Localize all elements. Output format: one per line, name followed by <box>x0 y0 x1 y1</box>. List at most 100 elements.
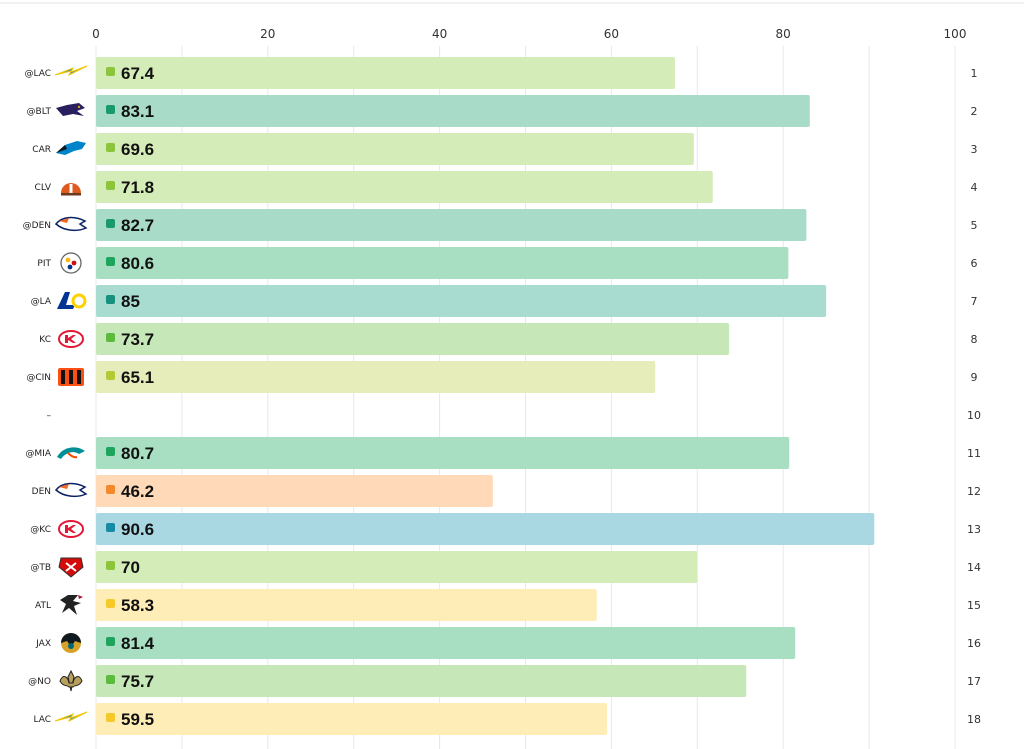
bar <box>96 589 597 621</box>
grade-marker <box>106 219 115 228</box>
saints-icon <box>59 669 83 692</box>
bar-rows: 1 @LAC 67.4 2 @BLT 83.1 3 CAR 69.6 4 CLV 71.8 5 @DEN 8… <box>23 57 981 735</box>
week-number: 8 <box>971 333 978 346</box>
week-number: 17 <box>967 675 981 688</box>
week-number: 5 <box>971 219 978 232</box>
grade-marker <box>106 371 115 380</box>
x-tick-label: 40 <box>432 27 447 41</box>
chargers-bolt-icon <box>54 65 88 77</box>
grade-marker <box>106 485 115 494</box>
bar <box>96 475 493 507</box>
value-label: 69.6 <box>121 140 154 159</box>
broncos-icon <box>54 482 88 498</box>
jaguars-icon <box>61 633 81 653</box>
week-row: 14 @TB 70 <box>30 551 981 583</box>
bar <box>96 361 656 393</box>
week-row: 15 ATL 58.3 <box>35 589 981 621</box>
bar <box>96 285 827 317</box>
value-label: 67.4 <box>121 64 155 83</box>
week-number: 11 <box>967 447 981 460</box>
week-number: 13 <box>967 523 981 536</box>
week-row: 4 CLV 71.8 <box>35 171 978 203</box>
value-label: 65.1 <box>121 368 154 387</box>
value-label: 46.2 <box>121 482 154 501</box>
week-number: 6 <box>971 257 978 270</box>
week-number: 12 <box>967 485 981 498</box>
week-row: 6 PIT 80.6 <box>37 247 978 279</box>
chiefs-icon <box>57 330 85 348</box>
grade-marker <box>106 333 115 342</box>
bar <box>96 57 675 89</box>
value-label: 71.8 <box>121 178 154 197</box>
grade-marker <box>106 105 115 114</box>
opponent-label: @KC <box>30 525 51 535</box>
x-tick-label: 80 <box>776 27 791 41</box>
value-label: 70 <box>121 558 140 577</box>
opponent-label: @LAC <box>24 69 51 79</box>
grade-marker <box>106 447 115 456</box>
week-row: 17 @NO 75.7 <box>28 665 981 697</box>
opponent-label: @MIA <box>25 449 51 459</box>
broncos-icon <box>54 216 88 232</box>
week-number: 15 <box>967 599 981 612</box>
x-tick-label: 100 <box>944 27 967 41</box>
week-number: 14 <box>967 561 981 574</box>
grade-marker <box>106 295 115 304</box>
week-row: 7 @LA 85 <box>31 285 978 317</box>
week-row: 16 JAX 81.4 <box>35 627 981 659</box>
opponent-label: JAX <box>35 639 51 649</box>
opponent-label: CLV <box>35 183 52 193</box>
week-row: 8 KC 73.7 <box>39 323 978 355</box>
value-label: 90.6 <box>121 520 154 539</box>
week-number: 10 <box>967 409 981 422</box>
value-label: 82.7 <box>121 216 154 235</box>
grade-marker <box>106 67 115 76</box>
week-row: 9 @CIN 65.1 <box>26 361 978 393</box>
opponent-label: LAC <box>33 715 51 725</box>
week-number: 16 <box>967 637 981 650</box>
week-number: 18 <box>967 713 981 726</box>
grade-marker <box>106 561 115 570</box>
opponent-label: KC <box>39 335 51 345</box>
opponent-label: @TB <box>30 563 51 573</box>
bar <box>96 703 608 735</box>
value-label: 58.3 <box>121 596 154 615</box>
falcons-icon <box>60 595 83 615</box>
rams-icon <box>57 292 87 309</box>
x-axis-ticks: 0 20 40 60 80 100 <box>92 27 966 41</box>
opponent-label: @BLT <box>27 107 52 117</box>
week-row: 5 @DEN 82.7 <box>23 209 978 241</box>
week-number: 9 <box>971 371 978 384</box>
grade-marker <box>106 599 115 608</box>
week-number: 2 <box>971 105 978 118</box>
week-row: 10 – <box>47 409 982 422</box>
grade-marker <box>106 143 115 152</box>
opponent-label: – <box>47 411 52 421</box>
bar <box>96 209 807 241</box>
x-tick-label: 60 <box>604 27 619 41</box>
bar <box>96 95 810 127</box>
grade-marker <box>106 181 115 190</box>
week-number: 4 <box>971 181 978 194</box>
bar <box>96 437 790 469</box>
opponent-label: @LA <box>31 297 52 307</box>
week-row: 11 @MIA 80.7 <box>25 437 981 469</box>
opponent-label: @CIN <box>26 373 51 383</box>
bar <box>96 323 730 355</box>
week-row: 2 @BLT 83.1 <box>27 95 978 127</box>
value-label: 81.4 <box>121 634 155 653</box>
grade-marker <box>106 637 115 646</box>
value-label: 59.5 <box>121 710 154 729</box>
steelers-icon <box>60 252 82 274</box>
week-row: 1 @LAC 67.4 <box>24 57 978 89</box>
buccaneers-icon <box>58 557 84 578</box>
bar <box>96 513 875 545</box>
ravens-icon <box>56 103 85 116</box>
chargers-bolt-icon <box>54 711 88 723</box>
opponent-label: PIT <box>37 259 51 269</box>
week-row: 12 DEN 46.2 <box>32 475 981 507</box>
chiefs-icon <box>57 520 85 538</box>
value-label: 85 <box>121 292 140 311</box>
week-number: 1 <box>971 67 978 80</box>
